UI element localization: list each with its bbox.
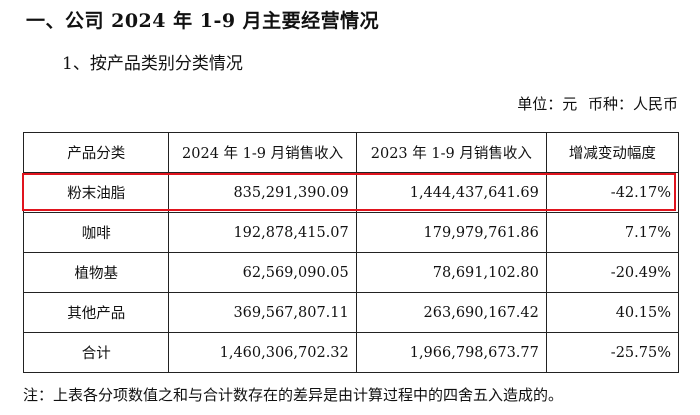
row-change-rate: 40.15% [545, 292, 680, 333]
footnote: 注：上表各分项数值之和与合计数存在的差异是由计算过程中的四舍五入造成的。 [23, 386, 564, 404]
table-row: 粉末油脂 835,291,390.09 1,444,437,641.69 -42… [22, 172, 680, 213]
table-header-row: 产品分类 2024 年 1-9 月销售收入 2023 年 1-9 月销售收入 增… [22, 132, 680, 173]
row-change-rate: -42.17% [545, 172, 680, 213]
row-category: 植物基 [22, 252, 170, 293]
row-revenue-2023: 179,979,761.86 [355, 212, 547, 253]
row-revenue-2024: 192,878,415.07 [168, 212, 357, 253]
row-change-rate: -20.49% [545, 252, 680, 293]
row-category: 其他产品 [22, 292, 170, 333]
row-revenue-2024: 62,569,090.05 [168, 252, 357, 293]
header-revenue-2024: 2024 年 1-9 月销售收入 [168, 132, 357, 173]
row-category: 合计 [22, 332, 170, 373]
row-change-rate: -25.75% [545, 332, 680, 373]
row-category: 咖啡 [22, 212, 170, 253]
table-row-total: 合计 1,460,306,702.32 1,966,798,673.77 -25… [22, 332, 680, 373]
currency-label: 币种：人民币 [587, 95, 678, 113]
sales-by-category-table: 产品分类 2024 年 1-9 月销售收入 2023 年 1-9 月销售收入 增… [22, 132, 680, 373]
table-row: 咖啡 192,878,415.07 179,979,761.86 7.17% [22, 212, 680, 253]
row-revenue-2024: 835,291,390.09 [168, 172, 357, 213]
unit-currency-line: 单位：元 币种：人民币 [511, 93, 678, 114]
table-row: 植物基 62,569,090.05 78,691,102.80 -20.49% [22, 252, 680, 293]
row-revenue-2024: 1,460,306,702.32 [168, 332, 357, 373]
header-category: 产品分类 [22, 132, 170, 173]
unit-label: 单位：元 [517, 95, 578, 113]
subsection-title: 1、按产品类别分类情况 [62, 54, 243, 74]
table-row: 其他产品 369,567,807.11 263,690,167.42 40.15… [22, 292, 680, 333]
header-revenue-2023: 2023 年 1-9 月销售收入 [355, 132, 547, 173]
row-revenue-2023: 1,444,437,641.69 [355, 172, 547, 213]
row-revenue-2023: 78,691,102.80 [355, 252, 547, 293]
section-title: 一、公司 2024 年 1-9 月主要经营情况 [26, 10, 380, 32]
row-revenue-2023: 1,966,798,673.77 [355, 332, 547, 373]
row-change-rate: 7.17% [545, 212, 680, 253]
row-category: 粉末油脂 [22, 172, 170, 213]
row-revenue-2023: 263,690,167.42 [355, 292, 547, 333]
row-revenue-2024: 369,567,807.11 [168, 292, 357, 333]
header-change-rate: 增减变动幅度 [545, 132, 680, 173]
